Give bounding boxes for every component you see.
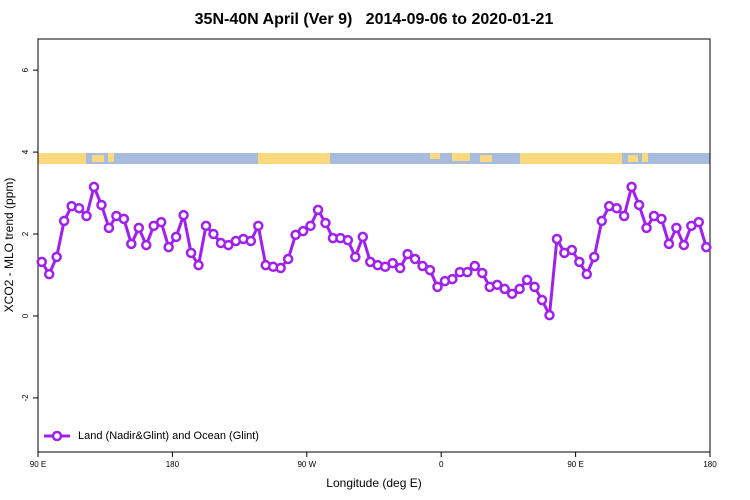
data-point bbox=[320, 217, 331, 229]
x-tick-label: 180 bbox=[166, 460, 180, 469]
data-point bbox=[43, 268, 55, 280]
data-point bbox=[81, 210, 92, 222]
data-point bbox=[88, 181, 100, 193]
data-point bbox=[551, 233, 563, 245]
y-tick-label: 2 bbox=[21, 231, 30, 236]
data-point bbox=[253, 220, 264, 232]
map-strip bbox=[38, 153, 710, 164]
data-point bbox=[469, 260, 481, 272]
y-tick-label: -2 bbox=[21, 394, 30, 402]
data-point bbox=[574, 256, 585, 268]
data-point bbox=[544, 309, 555, 321]
data-point bbox=[394, 262, 406, 274]
x-tick-label: 0 bbox=[439, 460, 444, 469]
plot-frame bbox=[37, 38, 711, 453]
data-point bbox=[536, 294, 548, 306]
data-point bbox=[529, 281, 540, 293]
data-point bbox=[678, 239, 690, 251]
data-point bbox=[133, 222, 145, 234]
data-point bbox=[170, 231, 182, 243]
data-point bbox=[462, 266, 473, 278]
data-point bbox=[200, 220, 212, 232]
x-tick-label: 90 W bbox=[297, 460, 316, 469]
data-point bbox=[417, 260, 428, 272]
data-point bbox=[626, 181, 637, 193]
data-point bbox=[693, 216, 705, 228]
data-point bbox=[126, 238, 137, 250]
data-point bbox=[701, 241, 712, 253]
data-point bbox=[185, 247, 197, 259]
data-point bbox=[432, 281, 443, 293]
data-point bbox=[663, 238, 675, 250]
data-point bbox=[312, 204, 324, 216]
y-tick-label: 6 bbox=[21, 67, 30, 72]
data-point bbox=[499, 283, 510, 295]
data-point bbox=[51, 251, 62, 263]
data-point bbox=[671, 222, 682, 234]
data-point bbox=[350, 251, 361, 263]
data-point bbox=[447, 273, 458, 285]
data-point bbox=[656, 213, 667, 225]
data-point bbox=[357, 231, 369, 243]
data-point bbox=[141, 239, 152, 251]
data-point bbox=[618, 210, 630, 222]
data-point bbox=[589, 251, 600, 263]
data-point bbox=[36, 256, 47, 268]
data-point bbox=[208, 228, 219, 240]
chart-title: 35N-40N April (Ver 9) 2014-09-06 to 2020… bbox=[195, 11, 554, 28]
data-point bbox=[118, 213, 130, 225]
data-point bbox=[596, 215, 607, 227]
data-point bbox=[178, 209, 189, 221]
data-point bbox=[611, 202, 622, 214]
legend-marker bbox=[51, 430, 63, 442]
data-point bbox=[342, 234, 354, 246]
data-point bbox=[521, 274, 533, 286]
y-tick-label: 4 bbox=[21, 149, 30, 154]
data-point bbox=[409, 253, 421, 265]
data-point bbox=[58, 215, 70, 227]
data-point bbox=[163, 241, 174, 253]
data-point bbox=[73, 202, 85, 214]
data-point bbox=[245, 235, 257, 247]
legend-label: Land (Nadir&Glint) and Ocean (Glint) bbox=[78, 430, 259, 442]
data-point bbox=[223, 239, 234, 251]
data-point bbox=[477, 267, 488, 279]
data-point bbox=[581, 268, 593, 280]
data-point bbox=[155, 216, 167, 228]
data-point bbox=[297, 225, 309, 237]
x-tick-label: 90 E bbox=[30, 460, 46, 469]
data-point bbox=[387, 257, 398, 269]
data-point bbox=[506, 288, 518, 300]
data-point bbox=[566, 244, 578, 256]
data-point bbox=[641, 222, 652, 234]
data-point bbox=[402, 248, 413, 260]
y-axis-title: XCO2 - MLO trend (ppm) bbox=[2, 178, 16, 313]
data-point bbox=[193, 259, 204, 271]
data-point bbox=[275, 262, 286, 274]
data-point bbox=[424, 264, 436, 276]
data-point bbox=[96, 199, 107, 211]
x-tick-label: 90 E bbox=[567, 460, 583, 469]
data-point bbox=[491, 279, 503, 291]
data-point bbox=[514, 283, 525, 295]
data-point bbox=[282, 253, 294, 265]
y-tick-label: 0 bbox=[21, 313, 30, 318]
x-tick-label: 180 bbox=[703, 460, 717, 469]
data-point bbox=[633, 199, 645, 211]
data-point bbox=[103, 222, 115, 234]
x-axis-title: Longitude (deg E) bbox=[326, 476, 421, 490]
data-point bbox=[305, 220, 316, 232]
